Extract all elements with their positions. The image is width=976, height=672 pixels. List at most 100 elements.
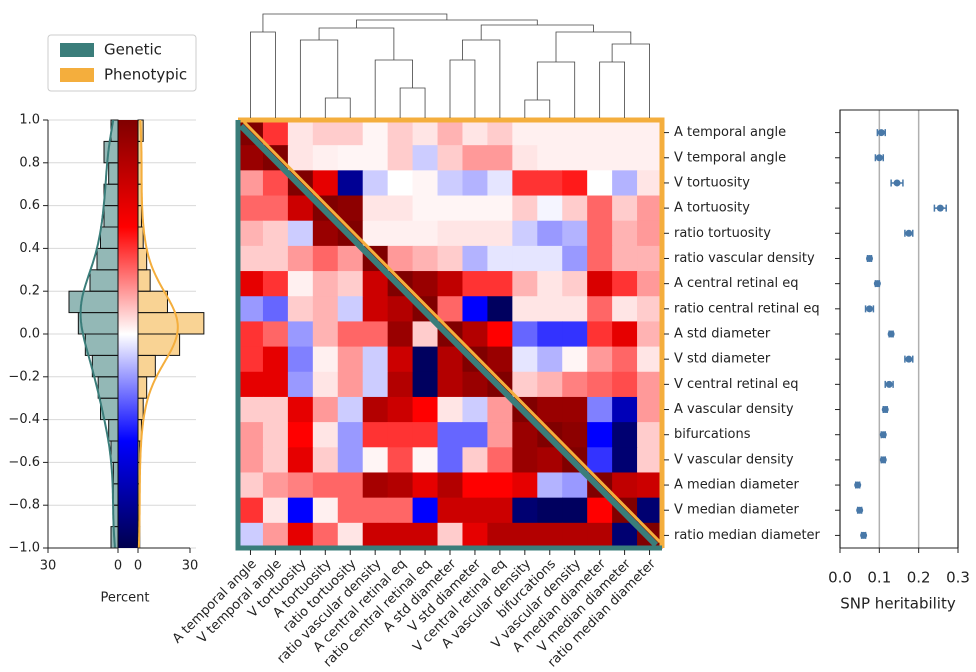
heatmap-cell: [287, 346, 314, 373]
heatmap-cell: [412, 195, 439, 222]
heatmap-cell: [487, 220, 513, 247]
heatmap-cell: [262, 371, 289, 398]
x-axis-label: SNP heritability: [840, 595, 956, 613]
heatmap-cell: [337, 346, 364, 373]
heatmap-cell: [412, 220, 439, 247]
histogram-bar: [112, 461, 119, 485]
heatmap-cell: [337, 497, 364, 524]
heatmap-cell: [387, 170, 414, 197]
point: [875, 154, 883, 162]
heatmap-cell: [537, 120, 563, 146]
heatmap-cell: [262, 422, 289, 448]
heatmap-cell: [412, 346, 439, 373]
heatmap-cell: [412, 271, 439, 297]
heatmap-cell: [362, 145, 389, 171]
x-axis-label: Percent: [101, 591, 150, 606]
heatmap-cell: [612, 346, 638, 373]
diagonal: [238, 123, 659, 548]
heatmap-cell: [337, 422, 364, 448]
heatmap-cell: [337, 447, 364, 473]
heatmap-cell: [487, 321, 513, 348]
heatmap-cell: [362, 497, 389, 524]
heatmap-cell: [462, 472, 488, 499]
point: [879, 431, 887, 439]
heatmap-cell: [287, 422, 314, 448]
heatmap-cell: [387, 422, 414, 448]
heatmap-cell: [312, 245, 339, 272]
heatmap-cell: [487, 522, 513, 549]
heatmap-cell: [487, 472, 513, 499]
heatmap-cell: [362, 447, 389, 473]
histogram-bar: [137, 290, 168, 314]
frame-phenotypic: [238, 117, 665, 548]
heatmap-cell: [312, 271, 339, 297]
heatmap-cell: [337, 145, 364, 171]
heatmap-cell: [487, 346, 513, 373]
heatmap-cell: [562, 371, 588, 398]
heatmap-cell: [287, 371, 314, 398]
histogram-bar: [137, 354, 156, 378]
heatmap-cell: [262, 170, 289, 197]
heatmap-cell: [537, 371, 563, 398]
heatmap-cell: [337, 296, 364, 322]
histogram-bar: [137, 247, 148, 271]
heatmap-cell: [412, 245, 439, 272]
heatmap-cell: [587, 296, 613, 322]
heatmap-cell: [287, 245, 314, 272]
heatmap-cell: [587, 321, 613, 348]
heatmap-cell: [238, 447, 264, 473]
heatmap-cell: [262, 472, 289, 499]
x-tick-label: 0: [134, 559, 142, 574]
heatmap-cell: [262, 497, 289, 524]
heatmap-cell: [537, 271, 563, 297]
heatmap-cell: [587, 145, 613, 171]
heatmap-cell: [637, 346, 663, 373]
heatmap-cell: [487, 245, 513, 272]
heatmap-cell: [462, 220, 488, 247]
heatmap-cell: [637, 170, 663, 197]
heatmap-cell: [262, 296, 289, 322]
heatmap-cell: [312, 447, 339, 473]
heatmap-cell: [337, 170, 364, 197]
heatmap-cell: [562, 271, 588, 297]
histogram-bar: [137, 376, 148, 399]
heatmap-cell: [612, 120, 638, 146]
histogram-bar: [91, 354, 119, 378]
heatmap-cell: [637, 296, 663, 322]
row-label: A vascular density: [674, 402, 794, 417]
heatmap-cell: [262, 220, 289, 247]
y-tick-label: 0.8: [19, 155, 40, 170]
heatmap-cell: [412, 522, 439, 549]
heatmap-cell: [487, 447, 513, 473]
heatmap-cell: [287, 396, 314, 423]
heatmap-cell: [238, 145, 264, 171]
heatmap-cell: [362, 371, 389, 398]
heatmap-cell: [512, 296, 538, 322]
x-tick-label: 30: [182, 559, 199, 574]
heatmap-cell: [612, 145, 638, 171]
density-curve: [79, 119, 116, 549]
heatmap-cell: [587, 522, 613, 549]
point: [873, 280, 881, 288]
heatmap-cell: [362, 422, 389, 448]
y-tick-label: −0.8: [8, 498, 40, 513]
heatmap-cell: [537, 447, 563, 473]
heatmap-cell: [562, 346, 588, 373]
heatmap-cell: [262, 522, 289, 549]
heatmap-cell: [512, 472, 538, 499]
heatmap-cell: [362, 170, 389, 197]
heatmap-cell: [462, 422, 488, 448]
heatmap-cell: [387, 220, 414, 247]
point: [866, 305, 873, 313]
heatmap-cell: [512, 447, 538, 473]
y-tick-label: −0.2: [8, 369, 40, 384]
heatmap-cell: [387, 371, 414, 398]
heatmap-cell: [387, 145, 414, 171]
heatmap-cell: [412, 371, 439, 398]
y-tick-label: 0.4: [19, 241, 40, 256]
point: [860, 531, 868, 539]
histogram-bar: [100, 226, 119, 249]
row-label: A std diameter: [674, 327, 771, 342]
histogram-bar: [137, 312, 205, 335]
heatmap-cell: [412, 422, 439, 448]
